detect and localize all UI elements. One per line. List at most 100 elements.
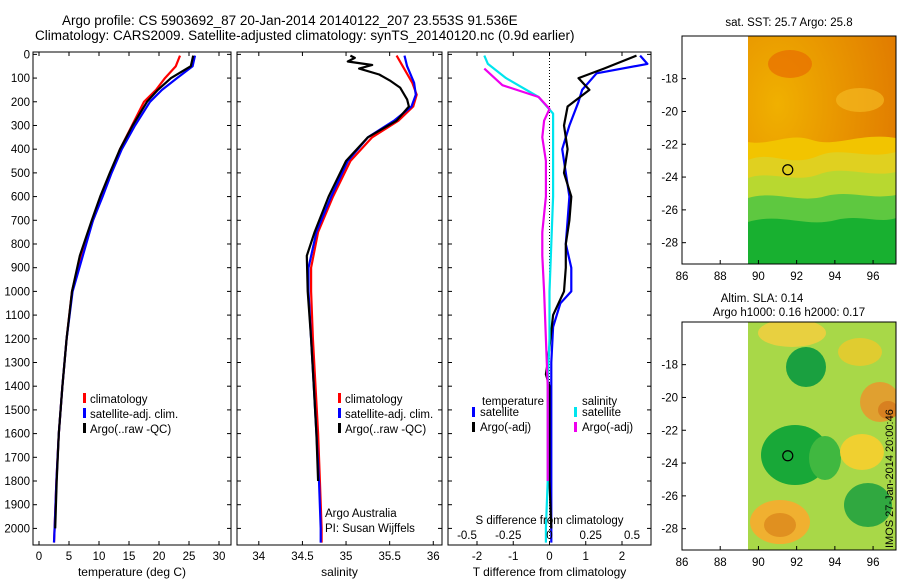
y-tick-label: 1700: [4, 452, 30, 464]
map-y-tick-label: -26: [661, 205, 678, 217]
x-tick-label: 35.5: [378, 551, 400, 563]
y-tick-label: 900: [11, 263, 30, 275]
map-title: Altim. SLA: 0.14: [721, 293, 804, 305]
legend-label: Argo(..raw -QC): [90, 424, 171, 436]
map-y-tick-label: -20: [661, 106, 678, 118]
annotation-pi: PI: Susan Wijffels: [325, 523, 415, 535]
legend-swatch: [83, 423, 86, 433]
y-tick-label: 0: [24, 49, 30, 61]
y-tick-label: 1000: [4, 286, 30, 298]
x-tick-label: 0: [36, 551, 42, 563]
salinity-plot: 34 34.5 35 35.5 36 salinity climatology satelli…: [236, 51, 443, 579]
y-tick-label: 1900: [4, 500, 30, 512]
legend-label: satellite: [582, 407, 621, 419]
legend-swatch: [338, 408, 341, 418]
map-y-tick-label: -18: [661, 360, 678, 372]
map-x-tick-label: 90: [752, 271, 765, 283]
y-tick-label: 1300: [4, 357, 30, 369]
figure-title-line1: Argo profile: CS 5903692_87 20-Jan-2014 …: [62, 13, 518, 28]
x-tick-label: 15: [123, 551, 136, 563]
x-axis-label: T difference from climatology: [473, 565, 627, 579]
legend-label: climatology: [90, 394, 148, 406]
x-tick-label: 34.5: [291, 551, 313, 563]
top-tick-label: -0.25: [495, 530, 521, 542]
map-x-tick-label: 96: [867, 557, 880, 569]
series-line-temperature-argo-adj-: [544, 54, 637, 529]
y-tick-label: 500: [11, 168, 30, 180]
legend-swatch: [574, 422, 577, 432]
temperature-plot: 0100200300400500600700800900100011001200…: [4, 49, 232, 579]
figure-title-line2: Climatology: CARS2009. Satellite-adjuste…: [35, 28, 575, 43]
map-x-tick-label: 94: [828, 271, 841, 283]
y-tick-label: 800: [11, 239, 30, 251]
legend-label: satellite: [480, 407, 519, 419]
legend-label: Argo(-adj): [480, 422, 531, 434]
map-y-tick-label: -28: [661, 524, 678, 536]
x-tick-label: 36: [427, 551, 440, 563]
sst-map: 86 88 90 92 94 96 -18 -20 -22 -24 -26 -28 sat. SST: …: [661, 17, 897, 283]
y-tick-label: 1100: [5, 310, 30, 322]
annotation-project: Argo Australia: [325, 508, 397, 520]
x-tick-label: 2: [619, 551, 625, 563]
legend-label: satellite-adj. clim.: [90, 409, 178, 421]
y-tick-label: 1200: [4, 334, 30, 346]
legend-header: salinity: [582, 396, 617, 408]
y-tick-label: 700: [11, 215, 30, 227]
y-tick-label: 1500: [4, 405, 30, 417]
x-axis-label: temperature (deg C): [78, 565, 186, 579]
series-line-argo-raw-qc-: [54, 55, 195, 529]
x-tick-label: 25: [183, 551, 196, 563]
x-tick-label: 5: [66, 551, 72, 563]
x-tick-label: -2: [472, 551, 482, 563]
x-tick-label: 10: [93, 551, 106, 563]
legend-header: temperature: [482, 396, 544, 408]
map-y-tick-label: -22: [661, 425, 678, 437]
map-y-tick-label: -24: [661, 458, 678, 470]
sst-map-frame: [681, 35, 897, 265]
map-y-tick-label: -22: [661, 139, 678, 151]
map-x-tick-label: 88: [714, 557, 727, 569]
argo-position-marker: [782, 164, 794, 176]
y-tick-label: 100: [11, 73, 30, 85]
map-x-tick-label: 92: [790, 557, 803, 569]
x-tick-label: 34: [252, 551, 265, 563]
x-tick-label: 35: [340, 551, 353, 563]
series-line-argo-raw-qc-: [305, 54, 410, 482]
sla-field: [748, 322, 896, 550]
legend-swatch: [338, 393, 341, 403]
legend-label: climatology: [345, 394, 403, 406]
map-y-tick-label: -24: [661, 172, 678, 184]
x-axis-label: salinity: [321, 565, 358, 579]
x-tick-label: 1: [583, 551, 589, 563]
map-x-tick-label: 86: [676, 557, 689, 569]
top-tick-label: 0.25: [580, 530, 602, 542]
y-tick-label: 1400: [4, 381, 30, 393]
legend-label: Argo(-adj): [582, 422, 633, 434]
map-title: sat. SST: 25.7 Argo: 25.8: [725, 17, 852, 29]
argo-position-marker: [782, 450, 794, 462]
series-line-salinity-argo-adj-: [483, 67, 551, 481]
legend-swatch: [83, 408, 86, 418]
series-line-temperature-satellite: [550, 54, 649, 543]
y-tick-label: 300: [11, 120, 30, 132]
y-tick-label: 200: [11, 97, 30, 109]
y-tick-label: 400: [11, 144, 30, 156]
top-tick-label: -0.5: [457, 530, 477, 542]
map-x-tick-label: 90: [752, 557, 765, 569]
imos-timestamp: IMOS 27-Jan-2014 20:00:46: [884, 409, 896, 548]
top-axis-label: S difference from climatology: [475, 515, 623, 527]
legend-swatch: [338, 423, 341, 433]
y-tick-label: 1800: [4, 476, 30, 488]
map-x-tick-label: 88: [714, 271, 727, 283]
map-x-tick-label: 96: [867, 271, 880, 283]
map-y-tick-label: -20: [661, 392, 678, 404]
map-y-tick-label: -18: [661, 74, 678, 86]
map-y-tick-label: -26: [661, 491, 678, 503]
x-tick-label: 20: [153, 551, 166, 563]
y-tick-label: 2000: [4, 523, 30, 535]
map-y-tick-label: -28: [661, 238, 678, 250]
map-title: Argo h1000: 0.16 h2000: 0.17: [713, 307, 865, 319]
y-tick-label: 1600: [4, 429, 30, 441]
y-tick-label: 600: [11, 192, 30, 204]
